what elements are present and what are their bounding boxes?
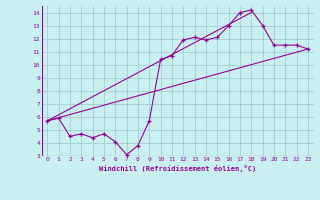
X-axis label: Windchill (Refroidissement éolien,°C): Windchill (Refroidissement éolien,°C) xyxy=(99,165,256,172)
